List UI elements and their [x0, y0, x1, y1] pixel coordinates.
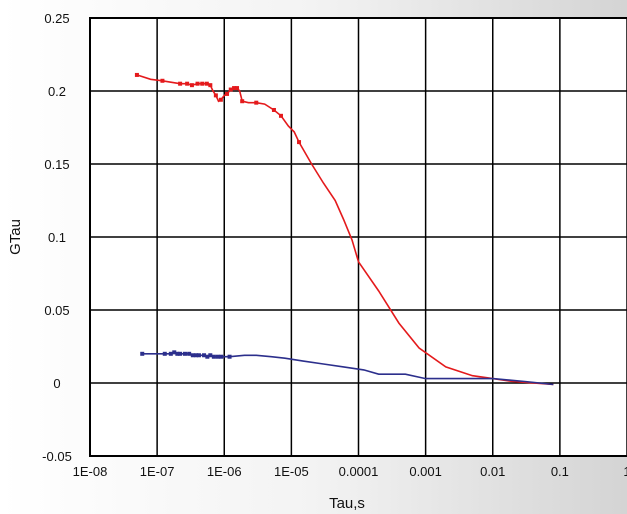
x-tick-label: 1E-07 — [140, 464, 175, 479]
data-point — [202, 353, 207, 358]
data-point — [208, 353, 213, 358]
x-tick-label: 1E-05 — [274, 464, 309, 479]
x-axis-label: Tau,s — [329, 495, 365, 512]
data-point — [194, 353, 199, 358]
x-axis-ticks: 1E-08 1E-07 1E-06 1E-05 0.0001 0.001 0.01 0.1 1 — [73, 464, 627, 479]
y-tick-label: 0.15 — [44, 157, 69, 172]
x-tick-label: 0.001 — [409, 464, 442, 479]
data-point — [211, 354, 216, 359]
y-tick-label: 0.25 — [44, 11, 69, 26]
plot-area-border — [89, 17, 627, 457]
x-tick-label: 0.01 — [480, 464, 505, 479]
data-point — [195, 81, 200, 86]
y-tick-label: 0.05 — [44, 303, 69, 318]
data-point — [227, 354, 232, 359]
data-point — [200, 81, 205, 86]
data-point — [134, 72, 139, 77]
data-point — [196, 353, 201, 358]
data-point — [205, 354, 210, 359]
series-1 — [134, 72, 554, 386]
data-point — [213, 93, 218, 98]
series-2 — [140, 350, 554, 386]
data-point — [189, 83, 194, 88]
y-tick-label: 0.2 — [48, 84, 66, 99]
data-point — [178, 351, 183, 356]
data-point — [228, 87, 233, 92]
data-point — [218, 97, 223, 102]
data-point — [215, 354, 220, 359]
data-point — [271, 107, 276, 112]
x-tick-label: 0.1 — [551, 464, 569, 479]
data-point — [175, 351, 180, 356]
data-point — [178, 81, 183, 86]
data-point — [140, 351, 145, 356]
y-axis-ticks: 0.25 0.2 0.15 0.1 0.05 0 -0.05 — [42, 11, 72, 464]
x-tick-label: 1E-06 — [207, 464, 242, 479]
y-axis-label: GTau — [7, 219, 24, 255]
data-point — [232, 86, 237, 91]
data-point — [190, 353, 195, 358]
y-tick-label: 0 — [53, 376, 60, 391]
data-point — [208, 83, 213, 88]
data-point — [160, 78, 165, 83]
data-point — [219, 354, 224, 359]
data-point — [162, 351, 167, 356]
data-point — [235, 86, 240, 91]
x-tick-label: 1 — [623, 464, 627, 479]
x-tick-label: 1E-08 — [73, 464, 108, 479]
data-point — [168, 351, 173, 356]
grid — [89, 17, 627, 457]
data-point — [254, 100, 259, 105]
data-point — [185, 81, 190, 86]
data-point — [204, 81, 209, 86]
x-tick-label: 0.0001 — [339, 464, 379, 479]
data-point — [172, 350, 177, 355]
data-point — [225, 91, 230, 96]
data-point — [187, 351, 192, 356]
data-point — [278, 113, 283, 118]
data-point — [182, 351, 187, 356]
data-point — [297, 140, 302, 145]
data-point — [240, 99, 245, 104]
y-tick-label: 0.1 — [48, 230, 66, 245]
series-layer — [134, 72, 554, 386]
y-tick-label: -0.05 — [42, 449, 72, 464]
